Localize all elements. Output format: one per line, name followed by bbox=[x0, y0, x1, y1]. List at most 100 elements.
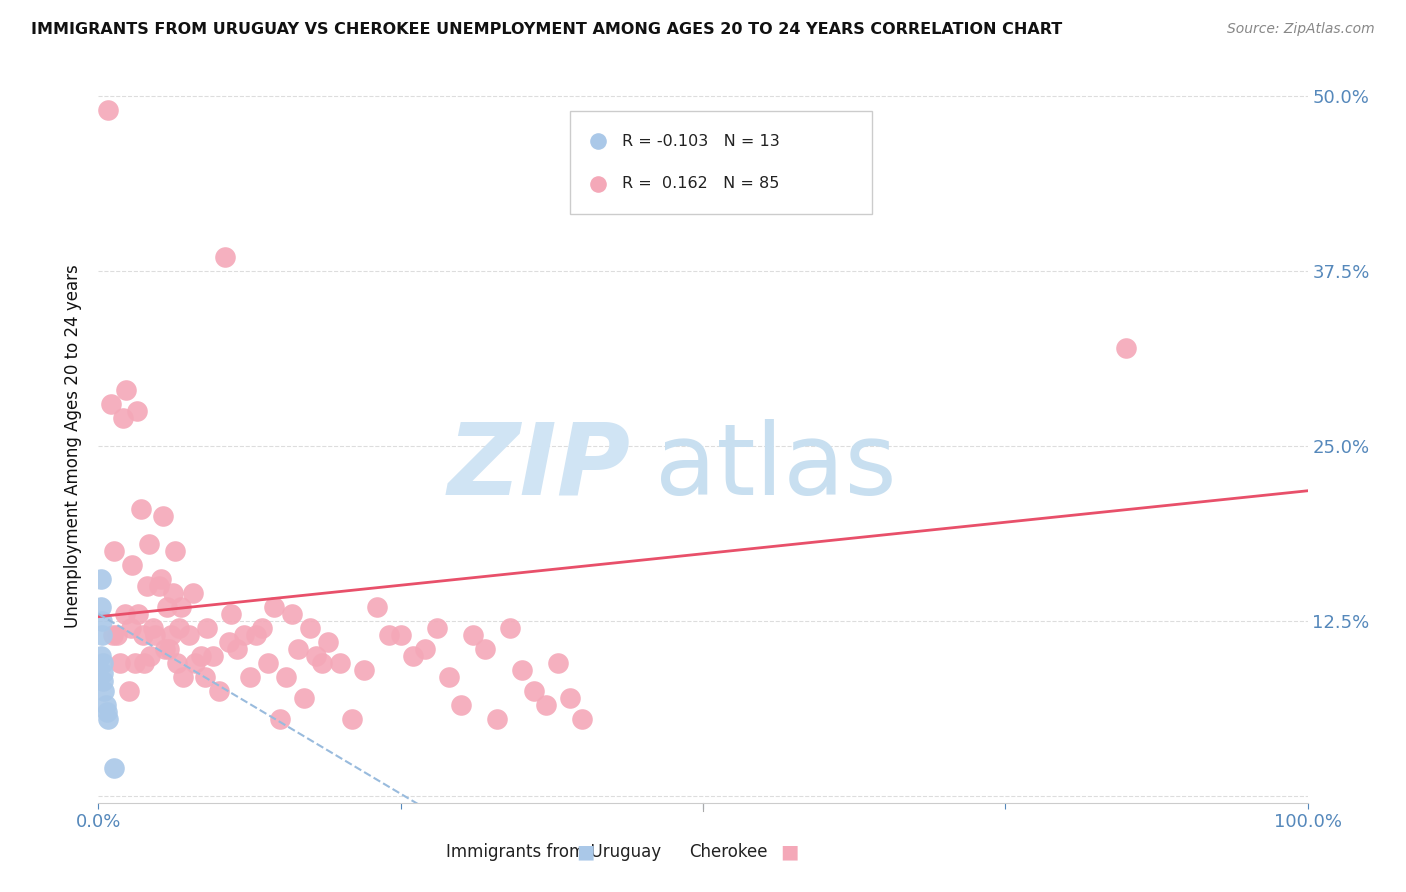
Point bbox=[91, 674, 114, 689]
Point bbox=[103, 761, 125, 775]
FancyBboxPatch shape bbox=[569, 111, 872, 214]
Point bbox=[353, 663, 375, 677]
Text: IMMIGRANTS FROM URUGUAY VS CHEROKEE UNEMPLOYMENT AMONG AGES 20 TO 24 YEARS CORRE: IMMIGRANTS FROM URUGUAY VS CHEROKEE UNEM… bbox=[31, 22, 1062, 37]
Point bbox=[523, 684, 546, 698]
Point bbox=[91, 656, 114, 670]
Point bbox=[474, 641, 496, 656]
Point bbox=[103, 544, 125, 558]
Point bbox=[437, 670, 460, 684]
Point bbox=[226, 641, 249, 656]
Point bbox=[329, 656, 352, 670]
Point bbox=[450, 698, 472, 712]
Point bbox=[132, 628, 155, 642]
Point bbox=[218, 635, 240, 649]
Text: ZIP: ZIP bbox=[447, 419, 630, 516]
Point bbox=[153, 641, 176, 656]
Point bbox=[547, 656, 569, 670]
Point bbox=[239, 670, 262, 684]
Point bbox=[245, 628, 267, 642]
Point bbox=[202, 648, 225, 663]
Point bbox=[498, 621, 520, 635]
Text: R =  0.162   N = 85: R = 0.162 N = 85 bbox=[621, 176, 779, 191]
Point bbox=[299, 621, 322, 635]
Point bbox=[377, 628, 399, 642]
Point bbox=[510, 663, 533, 677]
Point bbox=[96, 705, 118, 719]
Point bbox=[120, 621, 142, 635]
Point bbox=[162, 586, 184, 600]
Point bbox=[114, 607, 136, 621]
Text: Cherokee: Cherokee bbox=[689, 843, 768, 861]
Point bbox=[135, 579, 157, 593]
Point bbox=[269, 712, 291, 726]
Text: Immigrants from Uruguay: Immigrants from Uruguay bbox=[446, 843, 661, 861]
Point bbox=[214, 250, 236, 264]
Text: Source: ZipAtlas.com: Source: ZipAtlas.com bbox=[1227, 22, 1375, 37]
Point bbox=[232, 628, 254, 642]
Point bbox=[208, 684, 231, 698]
Point bbox=[108, 656, 131, 670]
Point bbox=[129, 502, 152, 516]
Point bbox=[389, 628, 412, 642]
Point bbox=[195, 621, 218, 635]
Point bbox=[118, 684, 141, 698]
Point bbox=[90, 572, 112, 586]
Text: ■: ■ bbox=[576, 842, 595, 862]
Point bbox=[250, 621, 273, 635]
Point bbox=[402, 648, 425, 663]
Point bbox=[160, 628, 183, 642]
Point bbox=[90, 599, 112, 614]
Point bbox=[316, 635, 339, 649]
Point bbox=[97, 103, 120, 118]
Point bbox=[281, 607, 304, 621]
Point bbox=[139, 648, 162, 663]
Point bbox=[181, 586, 204, 600]
Text: R = -0.103   N = 13: R = -0.103 N = 13 bbox=[621, 134, 780, 149]
Point bbox=[91, 665, 114, 680]
Point bbox=[152, 508, 174, 523]
Point bbox=[287, 641, 309, 656]
Point bbox=[94, 698, 117, 712]
Point bbox=[1115, 341, 1137, 355]
Point bbox=[111, 411, 134, 425]
Point bbox=[169, 599, 191, 614]
Point bbox=[97, 712, 120, 726]
Point bbox=[305, 648, 328, 663]
Point bbox=[274, 670, 297, 684]
Point bbox=[292, 690, 315, 705]
Point bbox=[169, 621, 191, 635]
Point bbox=[138, 537, 160, 551]
Point bbox=[194, 670, 217, 684]
Point bbox=[121, 558, 143, 572]
Point bbox=[143, 628, 166, 642]
Point bbox=[142, 621, 165, 635]
Y-axis label: Unemployment Among Ages 20 to 24 years: Unemployment Among Ages 20 to 24 years bbox=[65, 264, 83, 628]
Point bbox=[263, 599, 285, 614]
Point bbox=[179, 628, 201, 642]
Point bbox=[148, 579, 170, 593]
Point bbox=[91, 614, 114, 628]
Point bbox=[463, 628, 485, 642]
Text: atlas: atlas bbox=[655, 419, 896, 516]
Point bbox=[311, 656, 333, 670]
Point bbox=[101, 628, 124, 642]
Point bbox=[534, 698, 557, 712]
Point bbox=[190, 648, 212, 663]
Text: ■: ■ bbox=[780, 842, 799, 862]
Point bbox=[184, 656, 207, 670]
Point bbox=[426, 621, 449, 635]
Point bbox=[127, 607, 149, 621]
Point bbox=[91, 628, 114, 642]
Point bbox=[156, 599, 179, 614]
Point bbox=[127, 404, 149, 418]
Point bbox=[486, 712, 509, 726]
Point bbox=[256, 656, 278, 670]
Point bbox=[172, 670, 194, 684]
Point bbox=[93, 684, 115, 698]
Point bbox=[134, 656, 156, 670]
Point bbox=[124, 656, 146, 670]
Point bbox=[413, 641, 436, 656]
Point bbox=[100, 397, 122, 411]
Point bbox=[150, 572, 173, 586]
Point bbox=[90, 648, 112, 663]
